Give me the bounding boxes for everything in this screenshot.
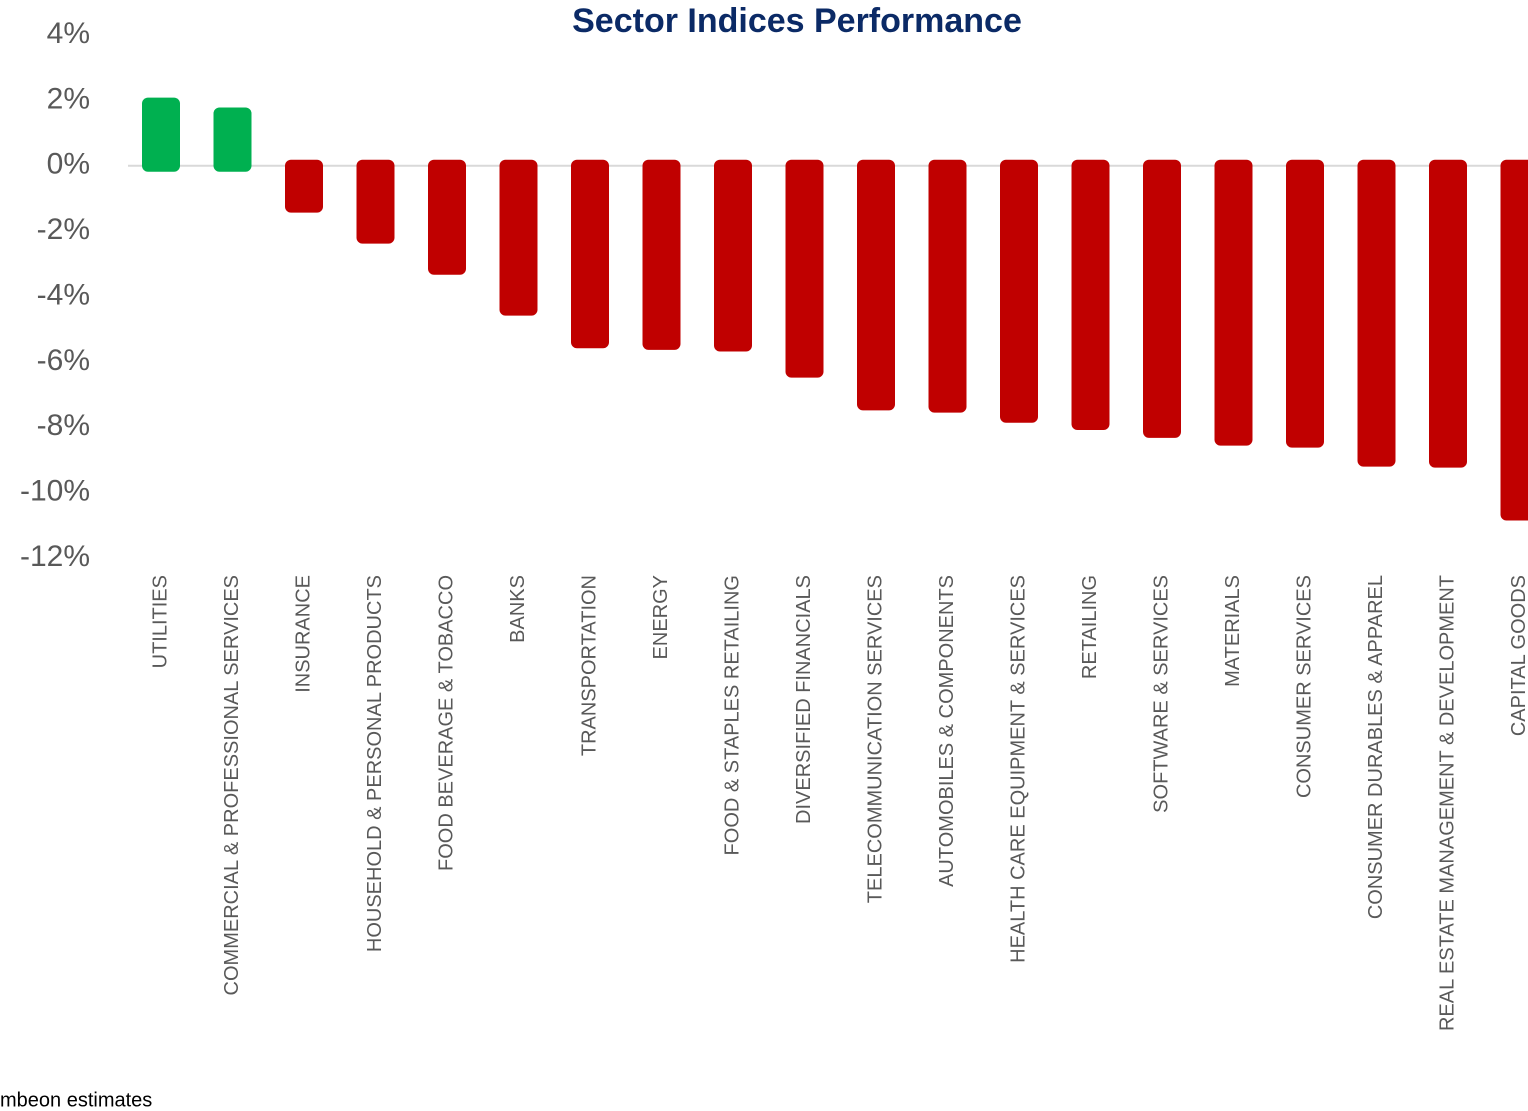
x-tick-label: HEALTH CARE EQUIPMENT & SERVICES — [1007, 575, 1029, 963]
x-tick-label: CONSUMER DURABLES & APPAREL — [1365, 575, 1387, 919]
x-tick-label: RETAILING — [1079, 575, 1101, 679]
x-tick-label: BANKS — [507, 575, 529, 643]
x-tick-label: HOUSEHOLD & PERSONAL PRODUCTS — [364, 575, 386, 952]
x-tick-label: CONSUMER SERVICES — [1293, 575, 1315, 798]
x-tick-label: UTILITIES — [149, 575, 171, 668]
x-tick-label: DIVERSIFIED FINANCIALS — [793, 575, 815, 824]
bar — [1286, 159, 1324, 448]
x-tick-label: AUTOMOBILES & COMPONENTS — [936, 575, 958, 887]
bar — [1357, 159, 1396, 467]
y-tick-label: 2% — [47, 82, 90, 115]
x-tick-label: FOOD & STAPLES RETAILING — [721, 575, 743, 855]
bar — [285, 159, 323, 213]
bar — [1143, 159, 1181, 438]
x-tick-label: TELECOMMUNICATION SERVICES — [864, 575, 886, 903]
y-tick-label: 4% — [47, 17, 90, 50]
x-tick-label: SOFTWARE & SERVICES — [1150, 575, 1172, 813]
y-tick-label: -4% — [37, 278, 90, 311]
x-tick-label: COMMERCIAL & PROFESSIONAL SERVICES — [221, 575, 243, 995]
bar — [356, 159, 395, 244]
y-tick-label: -8% — [37, 409, 90, 442]
x-tick-label: MATERIALS — [1222, 575, 1244, 687]
y-tick-label: -12% — [20, 540, 90, 573]
footnote: mbeon estimates — [0, 1089, 152, 1111]
chart-title: Sector Indices Performance — [572, 2, 1022, 40]
bar — [1429, 159, 1467, 468]
bar — [428, 159, 466, 275]
y-tick-label: -2% — [37, 213, 90, 246]
bar — [1000, 159, 1038, 423]
bar — [571, 159, 609, 349]
bar — [642, 159, 681, 350]
x-tick-label: CAPITAL GOODS — [1508, 575, 1528, 736]
bar — [785, 159, 824, 378]
bar — [499, 159, 538, 316]
x-tick-label: ENERGY — [650, 575, 672, 659]
bar — [714, 159, 752, 352]
bar — [1071, 159, 1110, 430]
x-tick-label: INSURANCE — [292, 575, 314, 693]
y-tick-label: 0% — [47, 148, 90, 181]
x-tick-label: REAL ESTATE MANAGEMENT & DEVELOPMENT — [1436, 575, 1458, 1031]
x-tick-label: TRANSPORTATION — [578, 575, 600, 756]
bar — [213, 107, 252, 172]
bar — [1214, 159, 1253, 446]
y-tick-label: -6% — [37, 344, 90, 377]
y-tick-label: -10% — [20, 475, 90, 508]
bar — [928, 159, 967, 413]
bar — [1500, 159, 1528, 521]
bar — [857, 159, 895, 411]
x-tick-label: FOOD BEVERAGE & TOBACCO — [435, 575, 457, 871]
bar — [142, 97, 180, 172]
